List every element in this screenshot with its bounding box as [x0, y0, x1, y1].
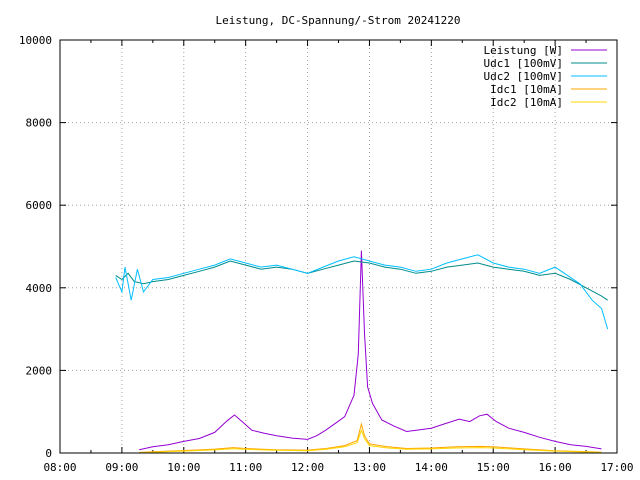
x-tick-label: 08:00 — [43, 461, 76, 474]
plot-series — [115, 250, 609, 454]
legend-label-2: Udc1 [100mV] — [484, 57, 563, 70]
x-tick-label: 09:00 — [105, 461, 138, 474]
legend-label-5: Idc2 [10mA] — [490, 96, 563, 109]
x-tick-label: 15:00 — [477, 461, 510, 474]
x-tick-label: 13:00 — [353, 461, 386, 474]
series-line-5 — [139, 428, 602, 454]
x-tick-label: 10:00 — [167, 461, 200, 474]
series-line-4 — [139, 422, 602, 453]
y-tick-label: 8000 — [26, 117, 53, 130]
x-tick-label: 17:00 — [600, 461, 633, 474]
series-line-3 — [115, 254, 609, 330]
legend-label-3: Udc2 [100mV] — [484, 70, 563, 83]
chart-title: Leistung, DC-Spannung/-Strom 20241220 — [215, 14, 460, 27]
grid — [60, 40, 617, 453]
x-tick-label: 11:00 — [229, 461, 262, 474]
y-tick-label: 10000 — [19, 34, 52, 47]
y-tick-label: 6000 — [26, 199, 53, 212]
series-line-1 — [139, 250, 602, 451]
y-tick-label: 2000 — [26, 364, 53, 377]
axes: 08:00 09:00 10:00 11:00 12:00 13:00 14:00 15:00… — [19, 34, 634, 474]
plot-frame — [59, 39, 618, 454]
legend-label-1: Leistung [W] — [484, 44, 563, 57]
legend-label-4: Idc1 [10mA] — [490, 83, 563, 96]
x-tick-label: 16:00 — [539, 461, 572, 474]
series-line-2 — [115, 260, 608, 301]
legend: Leistung [W]Udc1 [100mV]Udc2 [100mV]Idc1… — [484, 44, 607, 109]
x-tick-label: 14:00 — [415, 461, 448, 474]
x-tick-label: 12:00 — [291, 461, 324, 474]
y-tick-label: 4000 — [26, 282, 53, 295]
y-tick-label: 0 — [45, 447, 52, 460]
